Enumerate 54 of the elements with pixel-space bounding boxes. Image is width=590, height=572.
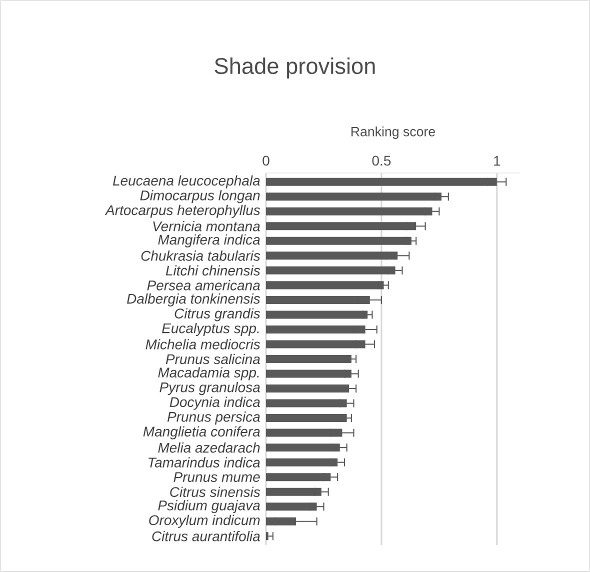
y-tick-label: Litchi chinensis: [166, 265, 260, 276]
y-tick-label: Oroxylum indicum: [149, 514, 260, 528]
y-tick-label: Macadamia spp.: [158, 367, 259, 380]
y-tick-label: Leucaena leucocephala: [112, 175, 260, 188]
y-tick-label: Citrus grandis: [174, 308, 260, 322]
y-tick-label: Prunus mume: [174, 472, 260, 482]
y-tick-label: Dalbergia tonkinensis: [126, 293, 260, 306]
y-tick-label: Eucalyptus spp.: [162, 322, 259, 336]
x-axis-title: Ranking score: [351, 126, 435, 139]
y-tick-label: Artocarpus heterophyllus: [104, 204, 260, 218]
x-tick-label: 0.5: [372, 156, 391, 166]
y-tick-label: Citrus aurantifolia: [152, 530, 260, 542]
bar: [266, 473, 331, 482]
y-tick-label: Psidium guajava: [158, 500, 260, 514]
y-tick-label: Docynia indica: [170, 396, 260, 410]
y-tick-label: Tamarindus indica: [148, 457, 260, 468]
bar: [266, 370, 352, 378]
y-tick-label: Dimocarpus longan: [140, 190, 260, 204]
bar: [266, 488, 322, 496]
y-tick-label: Melia azedarach: [158, 442, 260, 453]
bar: [266, 444, 340, 452]
y-tick-label: Manglietia conifera: [143, 426, 260, 440]
bar: [266, 222, 416, 230]
bar: [266, 281, 384, 290]
bar: [266, 236, 412, 245]
y-tick-label: Prunus persica: [167, 412, 260, 425]
bar: [266, 458, 338, 466]
bar: [266, 340, 366, 348]
y-tick-label: Mangifera indica: [158, 234, 260, 248]
bar: [266, 517, 296, 526]
bar: [266, 399, 347, 408]
bar: [266, 325, 366, 334]
y-tick-label: Vernicia montana: [153, 221, 260, 232]
chart-title: Shade provision: [214, 57, 375, 79]
bar: [266, 384, 350, 393]
y-tick-label: Chukrasia tabularis: [141, 250, 260, 261]
y-tick-label: Prunus salicina: [166, 354, 260, 364]
bar: [266, 502, 317, 511]
y-tick-label: Pyrus granulosa: [160, 382, 260, 396]
bar: [266, 428, 342, 437]
x-tick-label: 1: [494, 156, 500, 166]
bar: [266, 178, 497, 186]
bar: [266, 354, 352, 363]
bar: [266, 207, 432, 216]
y-tick-label: Persea americana: [147, 280, 260, 290]
y-tick-label: Citrus sinensis: [170, 486, 260, 497]
x-tick-label: 0: [262, 156, 270, 166]
y-tick-label: Michelia mediocris: [146, 339, 260, 350]
bar: [266, 296, 370, 304]
bar: [266, 310, 368, 319]
bar: [266, 266, 396, 274]
bar: [266, 414, 347, 422]
bar: [266, 252, 398, 260]
bar: [266, 192, 442, 201]
